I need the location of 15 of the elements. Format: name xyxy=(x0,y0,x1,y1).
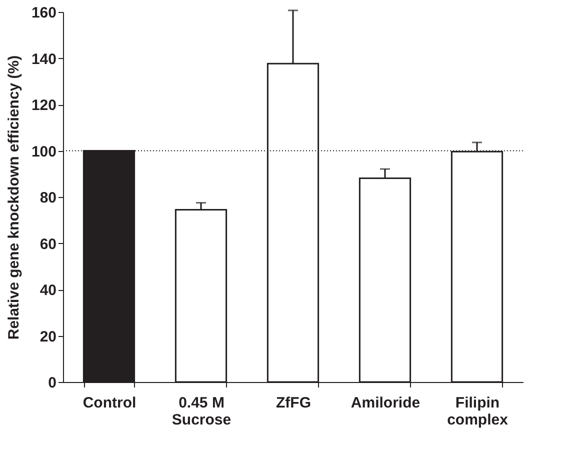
x-tick-label: 0.45 M Sucrose xyxy=(172,394,232,428)
x-tick-label: ZfFG xyxy=(276,394,311,412)
y-tick-label: 120 xyxy=(31,97,56,114)
x-tick-label: Amiloride xyxy=(350,394,420,412)
y-tick-label: 40 xyxy=(40,282,56,299)
x-tick-label: Control xyxy=(82,394,136,412)
y-tick-label: 60 xyxy=(40,236,56,253)
y-tick-label: 0 xyxy=(48,374,56,392)
y-tick-label: 80 xyxy=(40,190,56,206)
x-tick-label: Filipin complex xyxy=(447,394,509,428)
y-tick-label: 20 xyxy=(40,328,56,346)
y-axis-title: Relative gene knockdown efficiency (%) xyxy=(5,55,22,340)
y-tick-label: 100 xyxy=(31,143,56,160)
y-tick-label: 160 xyxy=(31,4,56,22)
y-tick-label: 140 xyxy=(31,50,56,68)
